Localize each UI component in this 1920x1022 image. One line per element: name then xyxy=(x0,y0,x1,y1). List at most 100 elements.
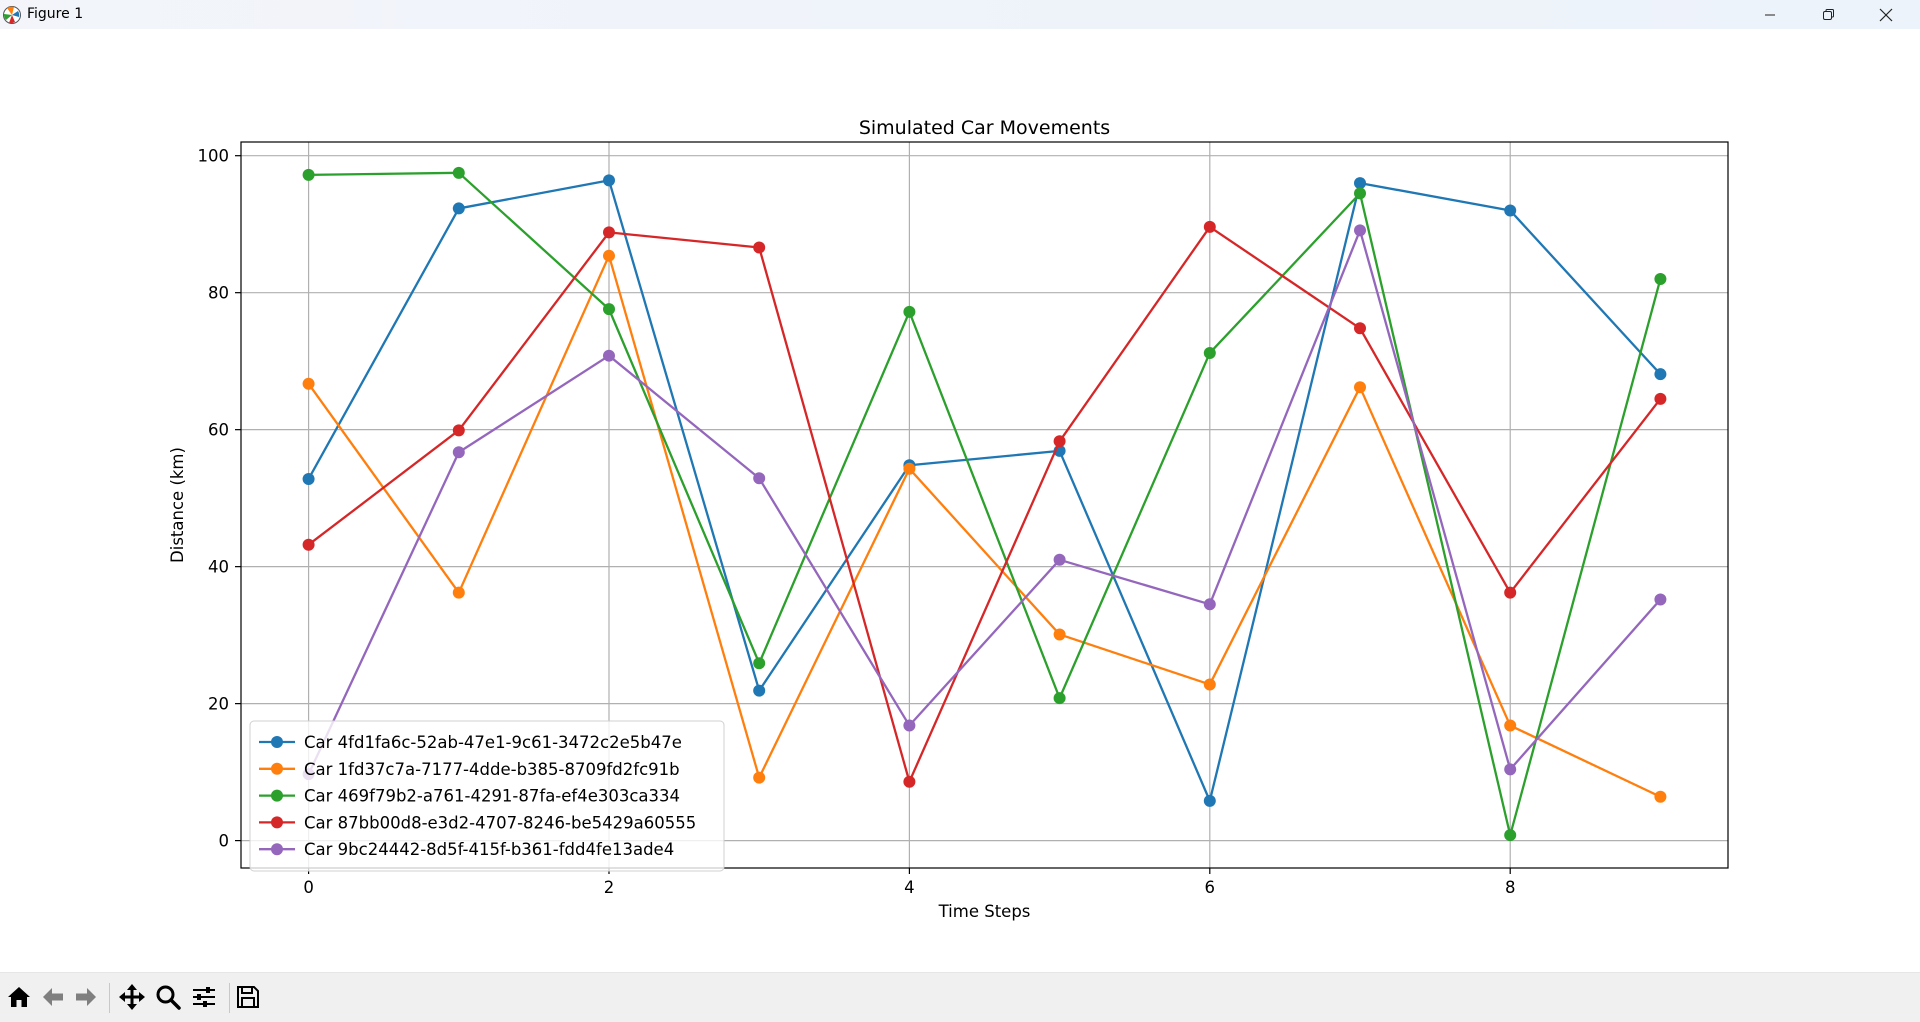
zoom-icon xyxy=(156,985,181,1010)
data-point xyxy=(1203,598,1216,611)
data-point xyxy=(452,202,465,215)
data-point xyxy=(1504,719,1517,732)
home-button[interactable] xyxy=(3,981,35,1013)
figure-canvas[interactable]: 0 2 4 6 8 0 20 40 60 80 100 Simulated Car Movement… xyxy=(0,29,1920,972)
data-point xyxy=(1053,435,1066,448)
restore-button[interactable] xyxy=(1799,0,1857,29)
close-button[interactable] xyxy=(1857,0,1915,29)
data-point xyxy=(1203,220,1216,233)
data-point xyxy=(903,719,916,732)
data-point xyxy=(1654,368,1667,381)
data-point xyxy=(1354,322,1367,335)
toolbar-separator xyxy=(229,983,230,1013)
pan-button[interactable] xyxy=(116,981,148,1013)
data-point xyxy=(302,472,315,485)
y-tick-label: 0 xyxy=(219,832,230,851)
data-point xyxy=(753,684,766,697)
series-line xyxy=(307,225,1662,783)
forward-arrow-icon xyxy=(76,988,96,1006)
chart-title: Simulated Car Movements xyxy=(859,117,1110,139)
data-point xyxy=(1203,794,1216,807)
save-icon xyxy=(237,986,259,1008)
series-1 xyxy=(302,174,1667,807)
data-point xyxy=(1504,586,1517,599)
back-button[interactable] xyxy=(37,981,69,1013)
series-2 xyxy=(302,249,1667,803)
x-tick-label: 2 xyxy=(604,878,615,897)
x-tick-label: 4 xyxy=(904,878,915,897)
data-point xyxy=(1053,692,1066,705)
legend-marker xyxy=(271,843,283,856)
navigation-toolbar xyxy=(0,972,1920,1022)
configure-subplots-button[interactable] xyxy=(188,981,220,1013)
data-point xyxy=(1504,829,1517,842)
data-point xyxy=(1354,177,1367,190)
data-point xyxy=(1654,392,1667,405)
x-tick-label: 0 xyxy=(303,878,314,897)
restore-icon xyxy=(1822,9,1834,20)
data-point xyxy=(1504,204,1517,217)
data-point xyxy=(1354,381,1367,394)
legend-marker xyxy=(271,789,283,802)
back-arrow-icon xyxy=(43,988,63,1006)
legend-label: Car 9bc24442-8d5f-415f-b361-fdd4fe13ade4 xyxy=(304,840,674,859)
close-icon xyxy=(1879,8,1893,21)
data-point xyxy=(452,446,465,459)
data-point xyxy=(1203,678,1216,691)
data-point xyxy=(753,472,766,485)
legend-entry: Car 87bb00d8-e3d2-4707-8246-be5429a60555 xyxy=(259,813,696,832)
data-point xyxy=(1053,628,1066,641)
series-line xyxy=(307,179,1662,803)
series-5 xyxy=(302,224,1667,781)
series-4 xyxy=(302,220,1667,788)
data-point xyxy=(452,166,465,179)
x-axis-label: Time Steps xyxy=(938,902,1031,921)
data-point xyxy=(1354,224,1367,237)
data-point xyxy=(602,349,615,362)
plot-frame xyxy=(240,141,1729,869)
series-3 xyxy=(302,166,1667,842)
x-tick-label: 6 xyxy=(1205,878,1216,897)
data-point xyxy=(302,538,315,551)
y-tick-label: 60 xyxy=(208,421,229,440)
save-button[interactable] xyxy=(232,981,264,1013)
data-point xyxy=(452,424,465,437)
y-tick-label: 40 xyxy=(208,558,229,577)
y-axis-label: Distance (km) xyxy=(168,447,187,563)
data-point xyxy=(602,226,615,239)
minimize-icon xyxy=(1765,14,1775,15)
legend-label: Car 469f79b2-a761-4291-87fa-ef4e303ca334 xyxy=(304,787,680,806)
data-point xyxy=(1203,346,1216,359)
zoom-button[interactable] xyxy=(152,981,184,1013)
data-point xyxy=(602,174,615,187)
toolbar-separator xyxy=(109,983,110,1013)
series-line xyxy=(307,254,1661,798)
data-point xyxy=(602,303,615,316)
legend: Car 4fd1fa6c-52ab-47e1-9c61-3472c2e5b47e… xyxy=(249,720,725,872)
forward-button[interactable] xyxy=(70,981,102,1013)
minimize-button[interactable] xyxy=(1741,0,1799,29)
data-point xyxy=(903,462,916,475)
data-point xyxy=(1053,553,1066,566)
home-icon xyxy=(8,987,30,1007)
data-point xyxy=(452,586,465,599)
title-bar: Figure 1 xyxy=(0,0,1920,29)
data-point xyxy=(1654,272,1667,285)
legend-label: Car 4fd1fa6c-52ab-47e1-9c61-3472c2e5b47e xyxy=(304,733,682,752)
legend-label: Car 87bb00d8-e3d2-4707-8246-be5429a60555 xyxy=(304,813,696,832)
legend-marker xyxy=(271,736,283,748)
data-point xyxy=(1504,763,1517,776)
data-point xyxy=(1654,790,1667,803)
series-layer xyxy=(302,166,1667,842)
y-tick-label: 20 xyxy=(208,695,229,714)
series-line xyxy=(308,171,1662,837)
pan-icon xyxy=(119,984,145,1010)
data-point xyxy=(602,249,615,262)
data-point xyxy=(1654,593,1667,606)
legend-entry: Car 9bc24442-8d5f-415f-b361-fdd4fe13ade4 xyxy=(259,840,674,859)
series-line xyxy=(307,229,1662,775)
legend-marker xyxy=(271,762,283,775)
data-point xyxy=(753,771,766,784)
legend-entry: Car 469f79b2-a761-4291-87fa-ef4e303ca334 xyxy=(259,787,680,806)
window-title: Figure 1 xyxy=(27,6,84,22)
